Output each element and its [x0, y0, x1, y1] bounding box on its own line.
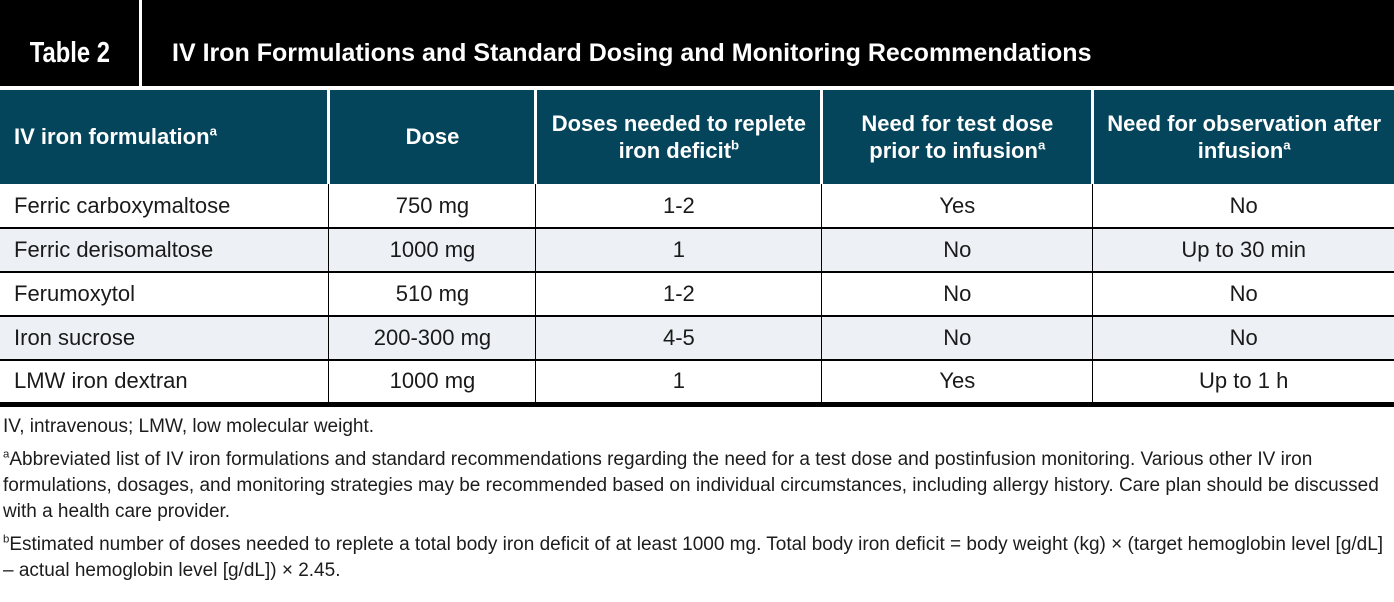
cell-test-dose: Yes: [821, 184, 1093, 228]
cell-formulation: Iron sucrose: [0, 315, 329, 360]
header-cell-observation: Need for observation after infusiona: [1091, 90, 1394, 184]
cell-observation: No: [1092, 184, 1394, 228]
cell-doses-needed: 1: [535, 227, 822, 272]
header-cell-doses-needed: Doses needed to replete iron deficitb: [534, 90, 822, 184]
header-footnote-marker: b: [731, 137, 740, 153]
cell-doses-needed: 1-2: [535, 271, 822, 316]
abbreviation-note: IV, intravenous; LMW, low molecular weig…: [3, 415, 375, 437]
cell-observation: No: [1092, 315, 1394, 360]
footnote-a-text: Abbreviated list of IV iron formulations…: [3, 448, 1379, 522]
header-footnote-marker: a: [1283, 137, 1291, 153]
table-header-row: IV iron formulationa Dose Doses needed t…: [0, 90, 1394, 184]
footnote-b-marker: b: [3, 533, 10, 546]
header-text: Need for observation after infusion: [1107, 110, 1382, 164]
header-text: Doses needed to replete iron deficit: [551, 110, 806, 164]
table-title: IV Iron Formulations and Standard Dosing…: [172, 38, 1092, 67]
cell-dose: 510 mg: [328, 271, 536, 316]
header-cell-formulation: IV iron formulationa: [0, 90, 329, 184]
cell-test-dose: No: [821, 315, 1093, 360]
table-row: Iron sucrose 200-300 mg 4-5 No No: [0, 315, 1394, 360]
footnote-b: bEstimated number of doses needed to rep…: [3, 532, 1391, 584]
header-text: Dose: [405, 124, 460, 150]
cell-dose: 1000 mg: [328, 227, 536, 272]
table-row: Ferric carboxymaltose 750 mg 1-2 Yes No: [0, 184, 1394, 228]
cell-doses-needed: 4-5: [535, 315, 822, 360]
titlebar-divider: [139, 0, 142, 86]
header-footnote-marker: a: [209, 123, 217, 139]
header-text: Need for test dose prior to infusion: [861, 110, 1054, 164]
iv-iron-table: IV iron formulationa Dose Doses needed t…: [0, 90, 1394, 407]
cell-doses-needed: 1: [535, 359, 822, 407]
cell-formulation: LMW iron dextran: [0, 359, 329, 407]
cell-formulation: Ferric carboxymaltose: [0, 184, 329, 228]
footnotes-section: IV, intravenous; LMW, low molecular weig…: [0, 407, 1394, 584]
cell-test-dose: No: [821, 227, 1093, 272]
footnote-a-marker: a: [3, 448, 10, 461]
cell-observation: Up to 1 h: [1092, 359, 1394, 407]
table-row: Ferric derisomaltose 1000 mg 1 No Up to …: [0, 227, 1394, 272]
cell-dose: 1000 mg: [328, 359, 536, 407]
cell-formulation: Ferric derisomaltose: [0, 227, 329, 272]
cell-dose: 750 mg: [328, 184, 536, 228]
header-cell-test-dose: Need for test dose prior to infusiona: [820, 90, 1093, 184]
table-row: Ferumoxytol 510 mg 1-2 No No: [0, 271, 1394, 316]
cell-observation: No: [1092, 271, 1394, 316]
cell-test-dose: No: [821, 271, 1093, 316]
table-titlebar: Table 2 IV Iron Formulations and Standar…: [0, 0, 1394, 86]
table-number-label: Table 2: [0, 0, 139, 86]
cell-dose: 200-300 mg: [328, 315, 536, 360]
table-number-text: Table 2: [29, 36, 110, 69]
header-cell-dose: Dose: [327, 90, 536, 184]
table-row: LMW iron dextran 1000 mg 1 Yes Up to 1 h: [0, 359, 1394, 407]
cell-formulation: Ferumoxytol: [0, 271, 329, 316]
footnote-a: aAbbreviated list of IV iron formulation…: [3, 447, 1391, 525]
header-footnote-marker: a: [1037, 137, 1046, 153]
header-text: IV iron formulation: [14, 124, 210, 150]
footnote-b-text: Estimated number of doses needed to repl…: [3, 533, 1384, 581]
cell-test-dose: Yes: [821, 359, 1093, 407]
cell-doses-needed: 1-2: [535, 184, 822, 228]
cell-observation: Up to 30 min: [1092, 227, 1394, 272]
